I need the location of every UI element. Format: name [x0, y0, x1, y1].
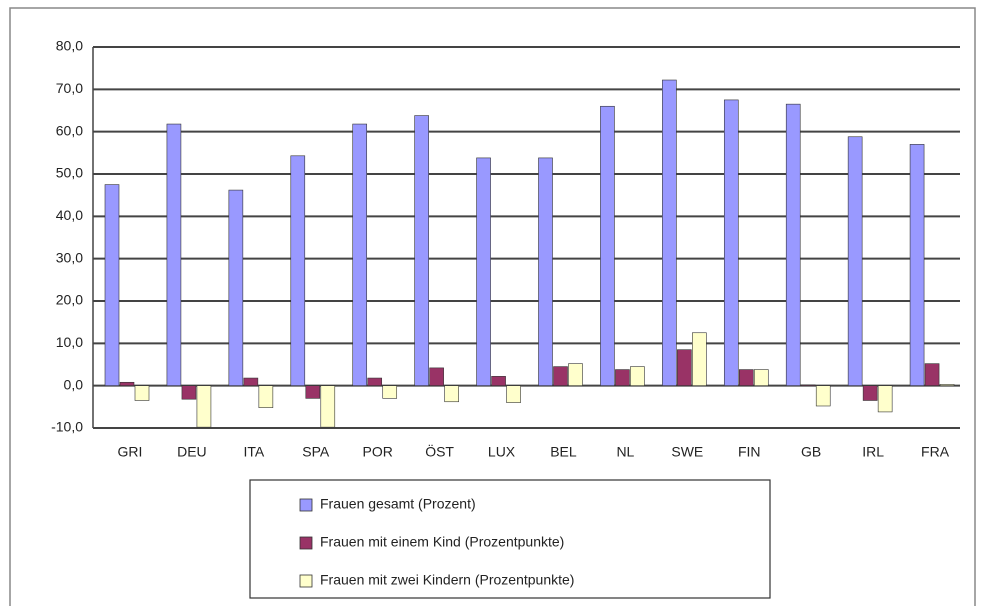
x-tick-label: LUX — [488, 444, 516, 460]
bar — [738, 369, 754, 386]
y-tick-label: 70,0 — [56, 80, 83, 96]
legend-swatch — [299, 536, 313, 550]
bar — [414, 115, 429, 386]
bar — [909, 144, 925, 386]
bar — [181, 385, 197, 400]
x-tick-label: GB — [801, 444, 821, 460]
bar — [924, 363, 940, 386]
bar — [677, 349, 692, 386]
legend-label: Frauen gesamt (Prozent) — [320, 496, 476, 512]
legend-label: Frauen mit zwei Kindern (Prozentpunkte) — [320, 572, 574, 588]
bar — [290, 155, 306, 386]
bar — [862, 385, 878, 401]
x-tick-label: NL — [616, 444, 634, 460]
bar — [258, 385, 274, 408]
x-tick-label: BEL — [550, 444, 577, 460]
bar — [476, 157, 491, 386]
y-tick-label: 60,0 — [56, 122, 83, 138]
bar — [305, 385, 321, 399]
bar — [506, 385, 521, 403]
bar — [615, 369, 630, 386]
y-tick-label: 40,0 — [56, 207, 83, 223]
bar — [382, 385, 398, 399]
y-tick-label: 0,0 — [64, 376, 84, 392]
bar — [692, 332, 707, 386]
bar — [815, 385, 831, 407]
bar — [320, 385, 336, 428]
bar — [538, 157, 553, 386]
x-tick-label: POR — [363, 444, 393, 460]
bar — [723, 99, 739, 386]
bar — [367, 377, 383, 386]
y-tick-label: 10,0 — [56, 334, 83, 350]
x-tick-label: FIN — [738, 444, 761, 460]
y-tick-label: 80,0 — [56, 38, 83, 54]
bar — [166, 123, 182, 386]
x-tick-label: IRL — [862, 444, 884, 460]
x-tick-label: SWE — [671, 444, 703, 460]
bar — [662, 79, 677, 386]
legend-swatch — [299, 498, 313, 512]
bar — [196, 385, 212, 428]
y-tick-label: 50,0 — [56, 165, 83, 181]
bar — [939, 384, 955, 386]
bar — [600, 105, 615, 386]
x-tick-label: DEU — [177, 444, 207, 460]
bar — [568, 363, 583, 386]
bar — [630, 366, 645, 386]
bar — [847, 136, 863, 386]
x-tick-label: ÖST — [425, 443, 454, 460]
y-tick-label: 20,0 — [56, 292, 83, 308]
bar — [553, 366, 568, 386]
bar — [444, 385, 459, 403]
bar — [800, 384, 816, 386]
bar — [753, 369, 769, 386]
x-tick-label: SPA — [302, 444, 330, 460]
bar — [119, 381, 135, 386]
legend-box — [249, 479, 771, 599]
bar — [243, 377, 259, 386]
legend-label: Frauen mit einem Kind (Prozentpunkte) — [320, 534, 564, 550]
bar — [785, 103, 801, 386]
x-tick-label: ITA — [243, 444, 264, 460]
legend-swatch — [299, 574, 313, 588]
bar — [352, 123, 368, 386]
bar — [134, 385, 150, 401]
bar — [228, 189, 244, 386]
y-tick-label: 30,0 — [56, 249, 83, 265]
x-tick-label: FRA — [921, 444, 950, 460]
bar — [877, 385, 893, 413]
bar — [429, 367, 444, 386]
y-tick-label: -10,0 — [51, 419, 83, 435]
x-tick-label: GRI — [118, 444, 143, 460]
bar — [104, 184, 120, 386]
bar — [491, 376, 506, 386]
